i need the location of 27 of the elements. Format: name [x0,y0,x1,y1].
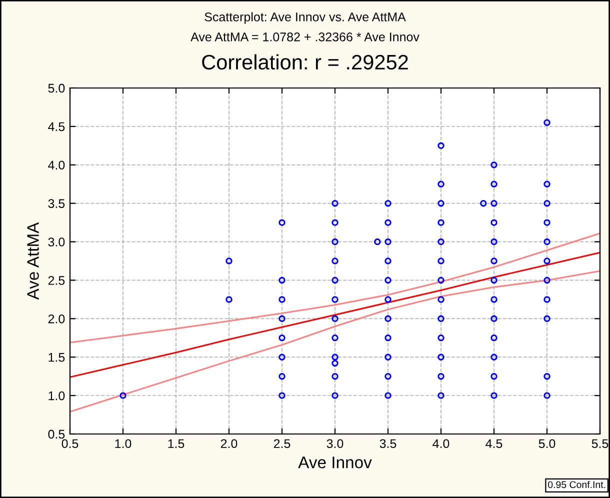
y-tick-label: 0.5 [48,430,65,439]
y-tick-label: 1.0 [48,391,65,400]
x-tick-label: 0.5 [62,439,78,448]
x-tick-label: 1.0 [115,439,132,448]
chart-title: Scatterplot: Ave Innov vs. Ave AttMA [204,12,406,24]
y-tick-label: 3.0 [48,238,65,246]
text: Correlation: r = .29252 [202,54,408,70]
x-tick-label: 2.0 [220,439,238,448]
y-tick-label: 5.0 [48,84,65,93]
y-tick-label: 3.5 [48,199,65,208]
x-tick-label: 3.5 [380,439,396,448]
y-tick-label: 1.5 [48,353,65,362]
x-tick-label: 3.0 [326,439,344,448]
x-tick-label: 1.5 [168,439,184,448]
y-tick-label: 2.5 [48,276,65,285]
y-tick-label: 2.0 [48,314,65,324]
y-axis-title: Ave AttMA [27,222,39,300]
x-tick-label: 2.5 [274,439,290,448]
y-tick-label: 4.0 [48,160,65,170]
x-tick-label: 5.0 [538,439,556,448]
text: 0.95 Conf.Int. [548,480,606,488]
x-tick-label: 4.0 [432,439,450,448]
x-tick-label: 5.5 [592,439,608,448]
x-tick-label: 4.5 [486,439,502,448]
y-tick-label: 4.5 [48,122,65,132]
x-axis-title: Ave Innov [298,456,372,468]
chart-subtitle: Ave AttMA = 1.0782 + .32366 * Ave Innov [190,32,420,42]
